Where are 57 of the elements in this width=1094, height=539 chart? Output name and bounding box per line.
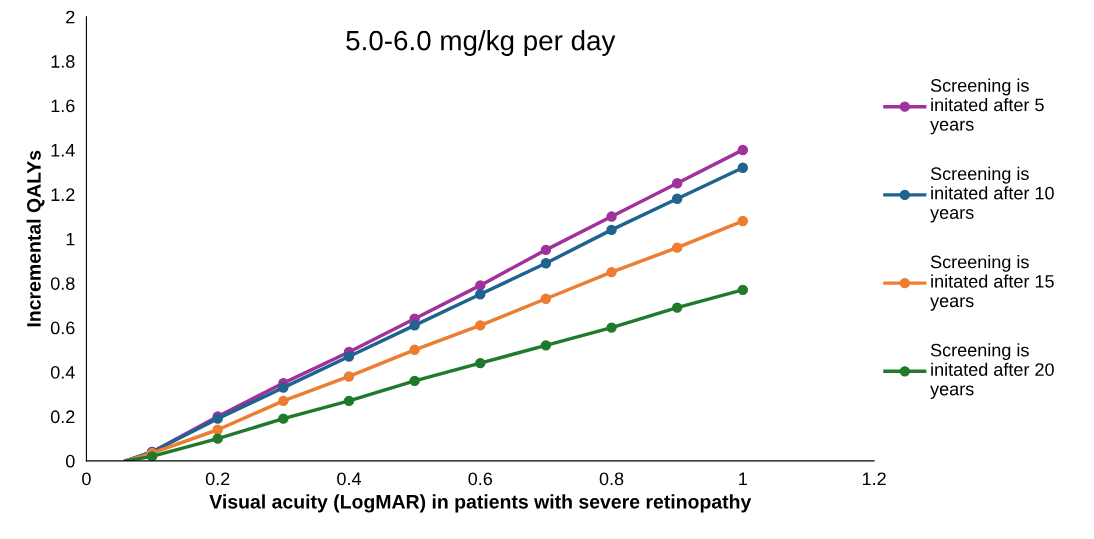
legend-label: Screening is initated after 20 years (930, 343, 1054, 399)
point (606, 224, 617, 236)
y-tick-label: 1.8 (51, 55, 75, 68)
legend-label: Screening is initated after 15 years (930, 255, 1054, 311)
point (540, 293, 552, 304)
y-tick-label: 1.6 (51, 99, 75, 113)
x-tick-label: 0.8 (599, 472, 624, 486)
point (475, 280, 486, 291)
point (343, 371, 355, 382)
x-tick-label: 0.6 (468, 472, 493, 486)
y-tick-label: 0.8 (50, 277, 75, 290)
point (278, 395, 289, 407)
y-tick-label: 1 (66, 232, 75, 246)
y-axis-title: Incremental QALYs (26, 150, 45, 327)
x-tick-label: 1.2 (862, 472, 886, 486)
legend-label: Screening is initated after 10 years (930, 166, 1054, 223)
point (409, 375, 420, 387)
point (737, 162, 749, 173)
point (212, 424, 223, 435)
x-tick-label: 0.2 (205, 472, 230, 486)
point (606, 211, 617, 222)
chart-title: 5.0-6.0 mg/kg per day (346, 30, 616, 56)
x-tick-label: 1 (739, 472, 747, 486)
point (671, 242, 683, 253)
point (540, 257, 552, 269)
point (606, 266, 617, 278)
y-tick-label: 0.2 (50, 410, 75, 424)
point (409, 320, 420, 331)
x-axis-title: Visual acuity (LogMAR) in patients with severe retinopathy (209, 494, 752, 513)
point (212, 433, 223, 444)
point (737, 215, 749, 227)
point (737, 144, 749, 156)
y-tick-label: 2 (66, 10, 75, 24)
point (343, 351, 355, 362)
point (671, 178, 683, 189)
point (737, 284, 749, 296)
y-tick-label: 0 (65, 454, 75, 468)
y-tick-label: 1.2 (51, 188, 75, 201)
point (671, 193, 683, 205)
y-tick-label: 0.4 (50, 365, 75, 379)
point (540, 340, 552, 351)
y-tick-label: 0.6 (50, 321, 75, 335)
legend-label: Screening is initated after 5 years (930, 78, 1044, 135)
point (343, 395, 355, 407)
point (278, 413, 289, 424)
x-tick-label: 0.4 (337, 472, 362, 486)
point (671, 302, 683, 313)
y-tick-label: 1.4 (51, 144, 75, 157)
point (278, 382, 289, 393)
point (475, 289, 486, 300)
point (409, 344, 420, 356)
point (475, 357, 486, 369)
point (475, 320, 486, 331)
x-tick-label: 0 (82, 472, 91, 486)
point (146, 451, 158, 461)
point (540, 244, 552, 256)
point (606, 322, 617, 333)
